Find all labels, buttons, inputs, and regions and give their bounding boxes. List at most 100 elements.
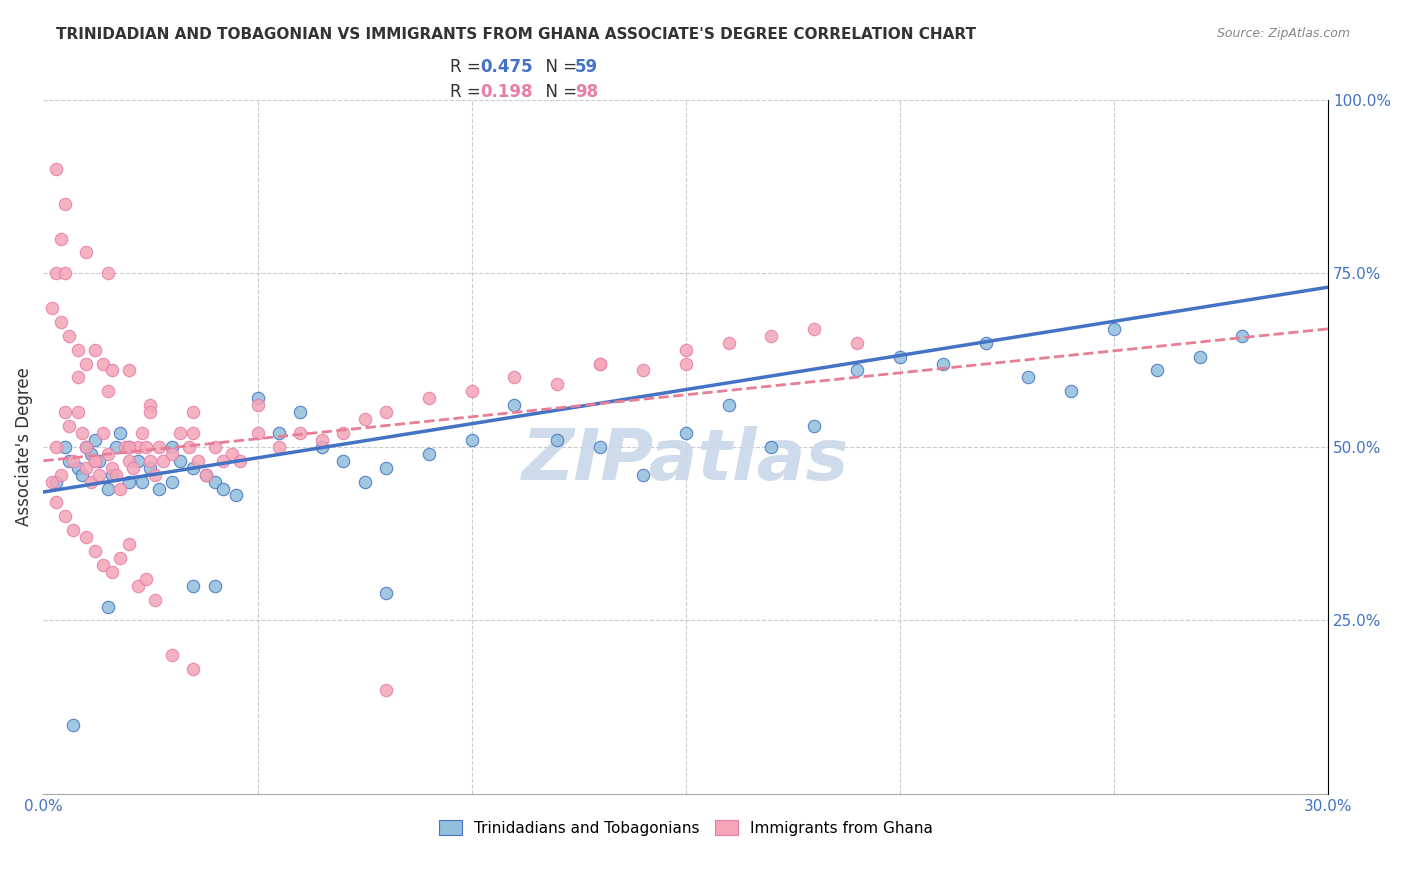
Point [53,440,76,454]
Point [143,467,166,482]
Text: R =: R = [450,58,486,76]
Point [148,482,170,496]
Point [160,475,183,489]
Text: TRINIDADIAN AND TOBAGONIAN VS IMMIGRANTS FROM GHANA ASSOCIATE'S DEGREE CORRELATI: TRINIDADIAN AND TOBAGONIAN VS IMMIGRANTS… [56,27,976,42]
Point [846,335,869,350]
Point [87,454,110,468]
Point [101,460,124,475]
Point [267,440,290,454]
Point [803,322,825,336]
Point [148,440,170,454]
Point [375,585,398,599]
Text: 59: 59 [575,58,598,76]
Point [75,440,97,454]
Point [110,425,132,440]
Point [118,440,141,454]
Point [187,454,209,468]
Point [160,648,183,662]
Point [87,467,110,482]
Point [75,460,97,475]
Point [139,460,162,475]
Point [675,425,697,440]
Point [41,475,63,489]
Point [631,467,654,482]
Point [53,266,76,280]
Point [418,391,440,405]
Point [58,328,80,343]
Point [204,579,226,593]
Point [212,454,235,468]
Point [503,370,526,384]
Point [53,509,76,524]
Point [101,467,124,482]
Point [246,425,269,440]
Point [246,391,269,405]
Point [53,197,76,211]
Point [1146,363,1168,377]
Point [204,475,226,489]
Y-axis label: Associate's Degree: Associate's Degree [15,368,32,526]
Point [93,558,115,572]
Point [75,357,97,371]
Point [118,363,141,377]
Point [290,405,312,419]
Point [181,662,204,676]
Point [127,440,149,454]
Point [83,433,105,447]
Point [110,551,132,566]
Point [1102,322,1125,336]
Point [41,301,63,315]
Point [105,467,128,482]
Point [143,592,166,607]
Text: N =: N = [536,83,582,101]
Point [75,530,97,544]
Text: ZIPatlas: ZIPatlas [522,426,849,495]
Point [846,363,869,377]
Point [169,454,191,468]
Point [589,440,612,454]
Point [181,579,204,593]
Point [1188,350,1211,364]
Point [717,398,740,412]
Point [45,475,67,489]
Point [93,357,115,371]
Point [49,315,72,329]
Point [97,447,120,461]
Point [225,488,247,502]
Point [75,440,97,454]
Point [675,343,697,357]
Point [195,467,218,482]
Point [93,425,115,440]
Point [79,475,101,489]
Point [375,460,398,475]
Point [139,405,162,419]
Point [267,425,290,440]
Point [101,363,124,377]
Text: 0.475: 0.475 [479,58,533,76]
Point [931,357,953,371]
Point [66,460,89,475]
Point [181,405,204,419]
Point [589,357,612,371]
Point [889,350,911,364]
Point [66,405,89,419]
Point [58,419,80,434]
Text: R =: R = [450,83,486,101]
Point [375,405,398,419]
Point [62,523,84,537]
Point [45,266,67,280]
Point [97,384,120,399]
Legend: Trinidadians and Tobagonians, Immigrants from Ghana: Trinidadians and Tobagonians, Immigrants… [433,814,939,842]
Point [122,460,145,475]
Point [131,425,153,440]
Point [83,454,105,468]
Point [460,433,482,447]
Point [70,467,93,482]
Point [97,266,120,280]
Point [204,440,226,454]
Text: Source: ZipAtlas.com: Source: ZipAtlas.com [1216,27,1350,40]
Point [177,440,200,454]
Point [290,425,312,440]
Point [62,717,84,731]
Point [375,682,398,697]
